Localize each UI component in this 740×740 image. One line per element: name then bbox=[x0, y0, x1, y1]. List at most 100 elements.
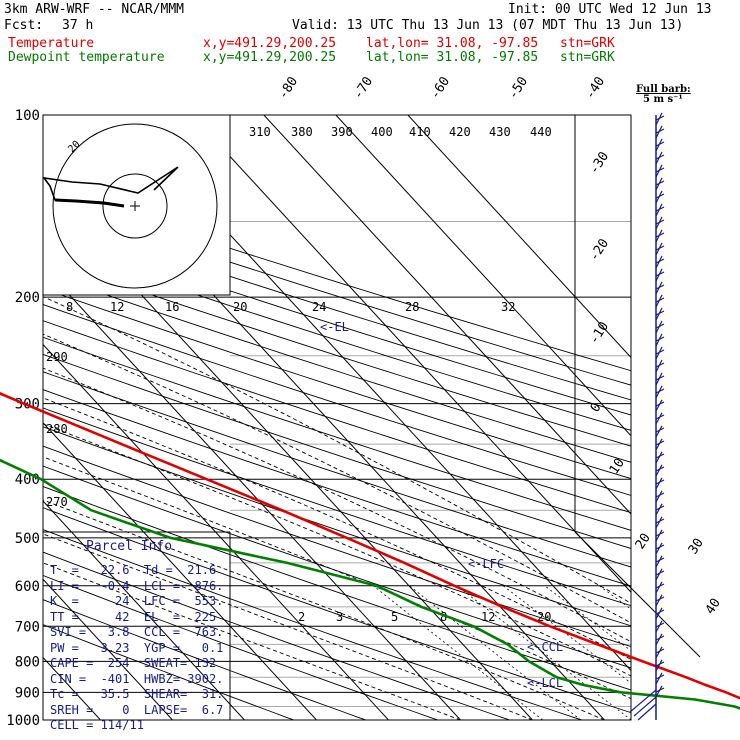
wind-barb bbox=[655, 542, 665, 555]
wind-barb bbox=[655, 516, 665, 529]
isotherm-line bbox=[335, 115, 631, 437]
hodograph-inner-ring bbox=[102, 173, 168, 239]
profile-curves bbox=[0, 391, 740, 710]
dry-adiabat bbox=[43, 445, 631, 648]
dewpoint-latlon: lat,lon= 31.08, -97.85 bbox=[366, 50, 539, 65]
wind-barb-column bbox=[629, 112, 665, 721]
isotherm-tick-label: -50 bbox=[506, 74, 531, 102]
wind-barb bbox=[655, 659, 665, 672]
pressure-tick-label: 200 bbox=[15, 290, 40, 306]
init-time: Init: 00 UTC Wed 12 Jun 13 bbox=[508, 2, 712, 17]
dewpoint-legend: Dewpoint temperature bbox=[8, 50, 165, 65]
mixing-ratio-line bbox=[409, 585, 582, 720]
isotherm-line bbox=[43, 343, 390, 720]
dry-adiabat bbox=[43, 624, 296, 720]
hodograph-speed-label: 20 bbox=[233, 300, 247, 314]
parcel-info-row: CELL = 114/11 bbox=[50, 718, 144, 732]
wind-barb bbox=[655, 307, 665, 321]
pressure-tick-label: 100 bbox=[15, 108, 40, 124]
parcel-info-row: TT = 42 EL = 225 bbox=[50, 609, 217, 624]
isotherm-tick-label: -20 bbox=[587, 236, 612, 264]
mixing-ratio-label: 5 bbox=[391, 610, 398, 624]
moist-adiabat bbox=[43, 367, 631, 643]
temperature-legend: Temperature bbox=[8, 36, 95, 51]
wind-barb bbox=[655, 477, 665, 490]
plot-skew-edge bbox=[574, 531, 701, 658]
isotherm-tick-label: 30 bbox=[686, 536, 707, 557]
wind-barb bbox=[655, 229, 665, 243]
isotherm-tick-label: -70 bbox=[351, 74, 376, 102]
wind-barb bbox=[655, 399, 665, 412]
hodograph-speed-label: 8 bbox=[66, 300, 73, 314]
forecast-hour: 37 h bbox=[62, 18, 94, 33]
dry-adiabat bbox=[43, 486, 631, 691]
isotherm-line bbox=[407, 115, 631, 359]
parcel-info-title: Parcel Info bbox=[86, 539, 173, 554]
pressure-tick-label: 600 bbox=[15, 579, 40, 595]
parcel-info-row: Tc = 35.5 SHEAR= 31. bbox=[50, 687, 224, 701]
isotherm-line bbox=[263, 115, 631, 515]
wind-barb bbox=[655, 425, 665, 438]
wind-barb bbox=[655, 490, 665, 503]
dry-adiabat bbox=[43, 407, 631, 607]
parcel-info-row: T = 22.6 Td = 21.6 bbox=[50, 563, 217, 577]
dewpoint-xy: x,y=491.29,200.25 bbox=[203, 50, 337, 65]
theta-label: 380 bbox=[291, 125, 313, 139]
wind-barb bbox=[655, 607, 665, 620]
dry-adiabat bbox=[43, 574, 440, 720]
wind-barb bbox=[655, 320, 665, 334]
wind-barb bbox=[655, 581, 665, 594]
dry-adiabat bbox=[43, 353, 631, 549]
theta-label: 400 bbox=[371, 125, 393, 139]
hodograph-speed-label: 24 bbox=[312, 300, 326, 314]
wind-barb bbox=[655, 412, 665, 425]
parcel-info-row: SREH = 0 LAPSE= 6.7 bbox=[50, 702, 224, 717]
theta-label: 310 bbox=[249, 125, 271, 139]
hodograph-lower-trace bbox=[54, 198, 125, 208]
wind-barb bbox=[655, 190, 665, 204]
wind-barb bbox=[655, 268, 665, 282]
mixing-ratio-label: 12 bbox=[481, 610, 495, 624]
wind-barb bbox=[655, 646, 665, 659]
isotherm-tick-label: 20 bbox=[633, 531, 654, 552]
dry-adiabat bbox=[43, 389, 631, 587]
mixing-ratio-label: 20 bbox=[537, 610, 551, 624]
parcel-info-row: LI = -0.4 LCL = 876. bbox=[50, 578, 224, 593]
dry-adiabat bbox=[43, 304, 631, 496]
dewpoint-station: stn=GRK bbox=[560, 50, 615, 65]
wind-barb bbox=[655, 685, 665, 698]
wind-barb bbox=[655, 372, 665, 386]
dry-adiabat bbox=[43, 214, 631, 401]
pressure-tick-label: 500 bbox=[15, 531, 40, 547]
ccl-marker: <-CCL bbox=[527, 640, 563, 654]
lfc-marker: <-LFC bbox=[468, 557, 504, 571]
wind-barb-surface bbox=[629, 689, 657, 721]
model-title: 3km ARW-WRF -- NCAR/MMM bbox=[4, 2, 185, 17]
wind-barb bbox=[655, 672, 665, 685]
theta-left-label: 280 bbox=[46, 422, 68, 436]
moist-adiabat bbox=[43, 333, 631, 624]
dry-adiabat bbox=[43, 371, 631, 568]
wind-barb bbox=[655, 503, 665, 516]
isotherm-line bbox=[43, 578, 174, 720]
hodograph-center-mark bbox=[130, 201, 140, 211]
barb-legend-value: 5 m s⁻¹ bbox=[643, 94, 683, 105]
wind-barb bbox=[655, 568, 665, 581]
dry-adiabat bbox=[43, 228, 631, 416]
mixing-ratio-line bbox=[502, 585, 631, 684]
parcel-info-row: CAPE = 254 SWEAT= 132 bbox=[50, 656, 217, 670]
wind-barb bbox=[655, 385, 665, 399]
hodograph-outer-ring bbox=[52, 123, 218, 289]
mixing-ratio-label: 2 bbox=[298, 610, 305, 624]
mixing-ratio-line bbox=[456, 585, 631, 720]
dry-adiabat bbox=[43, 272, 631, 463]
hodograph-box bbox=[42, 114, 231, 296]
pressure-tick-label: 900 bbox=[15, 685, 40, 701]
wind-barb bbox=[655, 242, 665, 256]
wind-barb bbox=[655, 620, 665, 633]
isotherm-line bbox=[191, 115, 631, 594]
wind-barb bbox=[655, 451, 665, 464]
pressure-tick-label: 400 bbox=[15, 472, 40, 488]
isotherm-tick-label: -80 bbox=[276, 74, 301, 102]
